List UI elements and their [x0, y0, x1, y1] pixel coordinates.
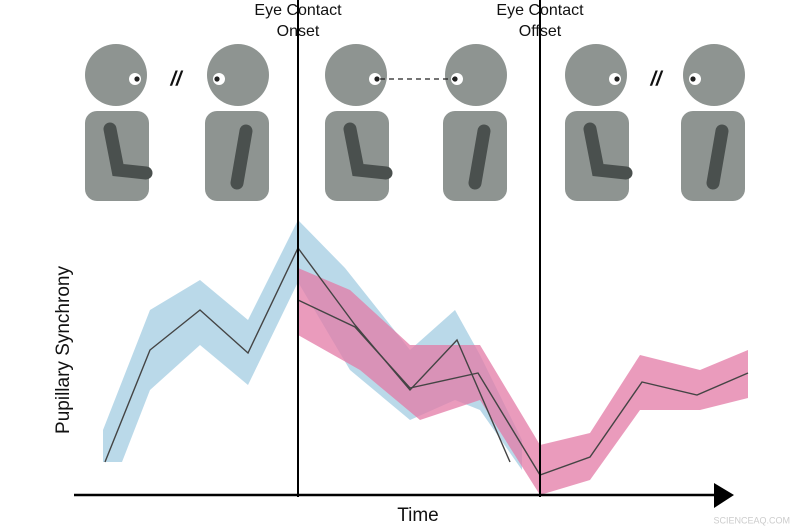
offset-label: Eye Contact: [496, 2, 584, 19]
onset-label: Eye Contact: [254, 2, 342, 19]
separator: //: [649, 68, 664, 90]
figures: [85, 44, 745, 201]
person: [565, 44, 629, 201]
offset-label: Offset: [519, 23, 562, 40]
pink-band: [298, 268, 748, 495]
separator: //: [169, 68, 184, 90]
person: [205, 44, 269, 201]
watermark: SCIENCEAQ.COM: [713, 515, 790, 525]
x-axis-label: Time: [397, 505, 439, 526]
y-axis-label: Pupillary Synchrony: [53, 266, 74, 434]
person: [85, 44, 149, 201]
person: [681, 44, 745, 201]
person: [325, 44, 389, 201]
axis-arrow: [714, 483, 734, 508]
onset-label: Onset: [277, 23, 320, 40]
person: [443, 44, 507, 201]
